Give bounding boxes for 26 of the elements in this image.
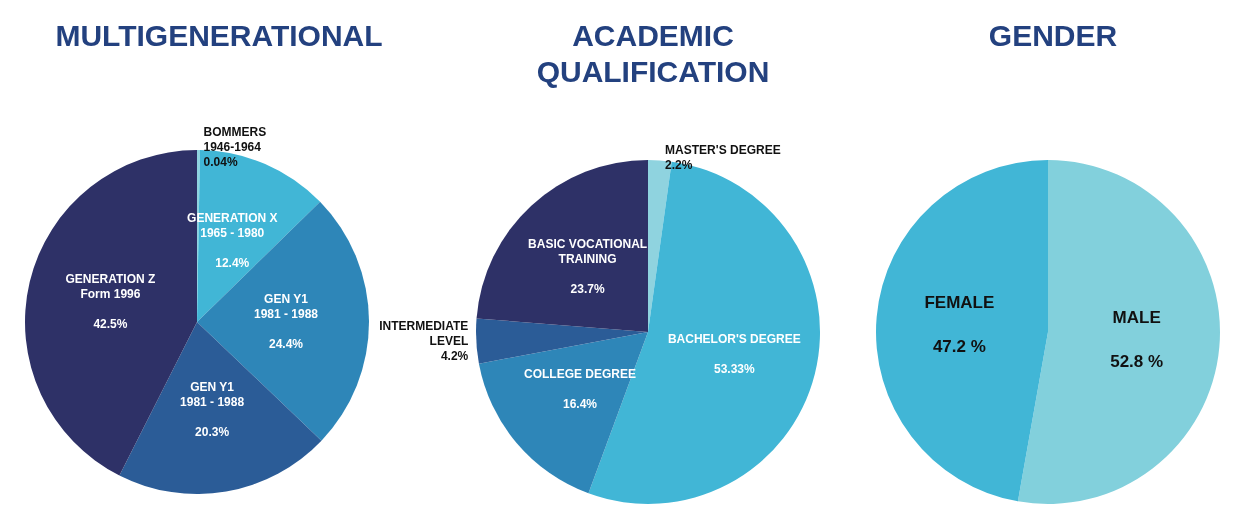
data-label: 0.04% xyxy=(203,155,238,170)
slice-label: BACHELOR'S DEGREE xyxy=(667,331,801,346)
slice-label: GEN Y1 1981 - 1988 xyxy=(253,291,319,321)
chart-title: GENDER xyxy=(988,18,1118,52)
data-label: 42.5% xyxy=(93,316,128,331)
data-label: 12.4% xyxy=(215,255,250,270)
data-label: 2.2% xyxy=(665,157,693,172)
data-label: 4.2% xyxy=(440,349,469,364)
chart-title: MULTIGENERATIONAL xyxy=(55,18,383,52)
data-label: 47.2 % xyxy=(932,336,986,356)
slice-label: GEN Y1 1981 - 1988 xyxy=(180,380,245,410)
chart-title: ACADEMIC QUALIFICATION xyxy=(536,18,770,88)
slice-label: COLLEGE DEGREE xyxy=(524,367,637,382)
slice-label: BASIC VOCATIONAL TRAINING xyxy=(528,237,648,267)
slice-label: BOMMERS 1946-1964 xyxy=(203,125,267,155)
data-label: 20.3% xyxy=(195,425,230,440)
data-label: 16.4% xyxy=(562,397,598,412)
slice-label: MASTER'S DEGREE xyxy=(665,142,781,157)
data-label: 53.33% xyxy=(713,361,755,376)
data-label: 24.4% xyxy=(268,336,304,351)
data-label: 52.8 % xyxy=(1110,352,1164,372)
slice-label: MALE xyxy=(1112,308,1161,328)
slice-label: INTERMEDIATE LEVEL xyxy=(379,319,469,349)
slice-label: GENERATION Z Form 1996 xyxy=(65,271,156,301)
data-label: 23.7% xyxy=(570,282,605,297)
slice-label: FEMALE xyxy=(924,292,995,312)
